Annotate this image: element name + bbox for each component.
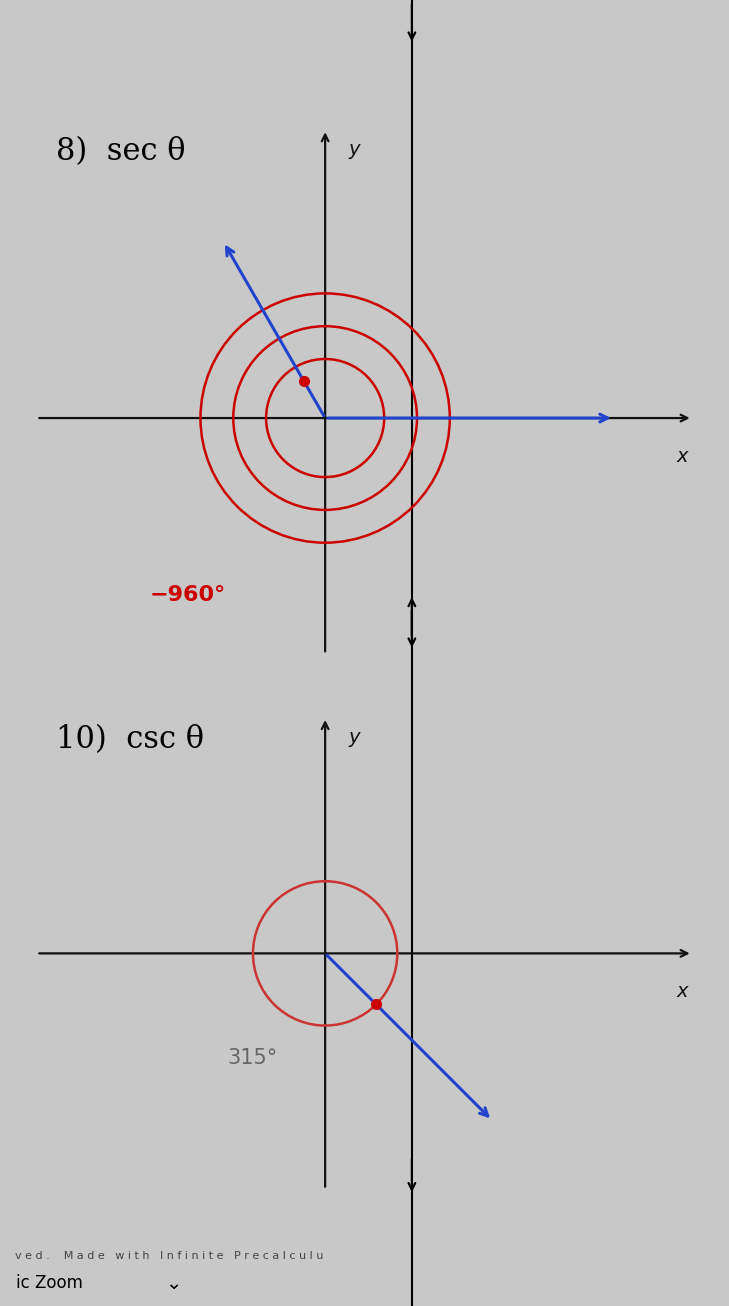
Text: v e d .    M a d e   w i t h   I n f i n i t e   P r e c a l c u l u: v e d . M a d e w i t h I n f i n i t e … xyxy=(15,1251,323,1262)
Text: x: x xyxy=(677,447,687,466)
Text: 10)  csc θ: 10) csc θ xyxy=(56,724,204,755)
Text: −960°: −960° xyxy=(149,585,225,605)
Text: ic Zoom: ic Zoom xyxy=(16,1275,83,1292)
Text: 8)  sec θ: 8) sec θ xyxy=(56,136,186,167)
Text: x: x xyxy=(677,982,687,1002)
Text: 315°: 315° xyxy=(228,1049,278,1068)
Text: y: y xyxy=(348,140,360,159)
Text: y: y xyxy=(348,727,360,747)
Text: ⌄: ⌄ xyxy=(165,1273,182,1293)
